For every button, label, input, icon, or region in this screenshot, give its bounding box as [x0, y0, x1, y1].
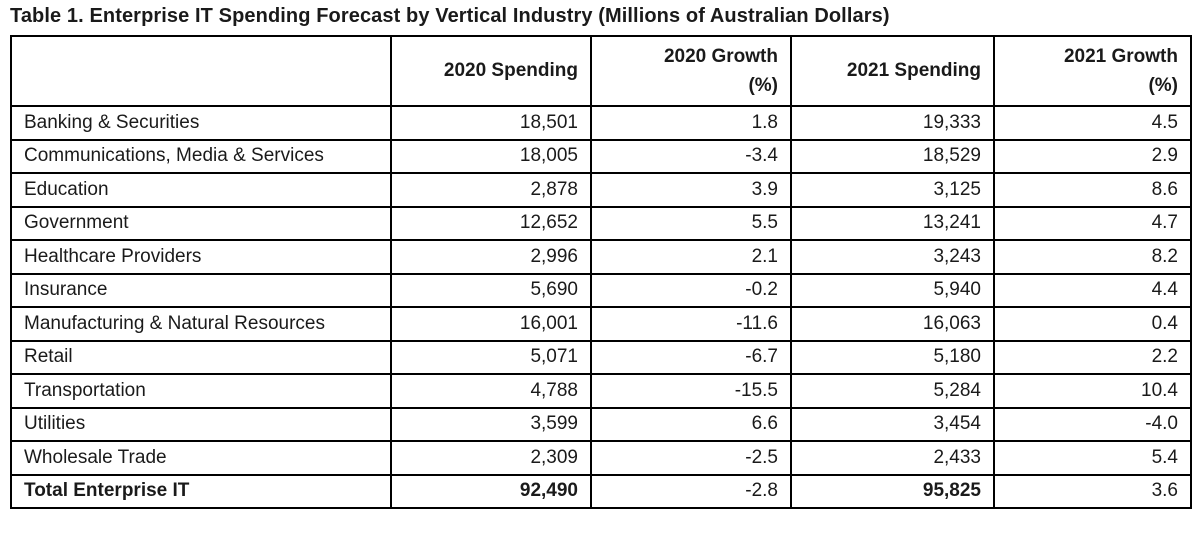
- table-row: Utilities 3,599 6.6 3,454 -4.0: [10, 406, 1192, 442]
- industry-cell: Education: [10, 172, 392, 208]
- table-row: Government 12,652 5.5 13,241 4.7: [10, 205, 1192, 241]
- growth-2021-cell: 8.2: [993, 239, 1192, 275]
- industry-cell: Total Enterprise IT: [10, 473, 392, 509]
- industry-cell: Communications, Media & Services: [10, 138, 392, 174]
- spending-2021-cell: 3,125: [790, 172, 995, 208]
- header-industry: [10, 35, 392, 107]
- spending-2021-cell: 5,284: [790, 373, 995, 409]
- spending-2021-cell: 3,243: [790, 239, 995, 275]
- spending-2021-cell: 2,433: [790, 440, 995, 476]
- table-row: Transportation 4,788 -15.5 5,284 10.4: [10, 373, 1192, 409]
- table-row: Wholesale Trade 2,309 -2.5 2,433 5.4: [10, 440, 1192, 476]
- industry-cell: Banking & Securities: [10, 105, 392, 141]
- growth-2020-cell: -3.4: [590, 138, 792, 174]
- growth-2020-cell: 1.8: [590, 105, 792, 141]
- growth-2021-cell: 10.4: [993, 373, 1192, 409]
- growth-2021-cell: 4.7: [993, 205, 1192, 241]
- growth-2020-cell: 5.5: [590, 205, 792, 241]
- header-row: 2020 Spending 2020 Growth (%) 2021 Spend…: [10, 35, 1192, 107]
- table-row: Education 2,878 3.9 3,125 8.6: [10, 172, 1192, 208]
- growth-2020-cell: 2.1: [590, 239, 792, 275]
- spending-2020-cell: 12,652: [390, 205, 592, 241]
- industry-cell: Manufacturing & Natural Resources: [10, 306, 392, 342]
- growth-2020-cell: -15.5: [590, 373, 792, 409]
- spending-2021-cell: 18,529: [790, 138, 995, 174]
- spending-2020-cell: 4,788: [390, 373, 592, 409]
- spending-2021-cell: 5,940: [790, 272, 995, 308]
- spending-2021-cell: 16,063: [790, 306, 995, 342]
- spending-2020-cell: 18,501: [390, 105, 592, 141]
- industry-cell: Insurance: [10, 272, 392, 308]
- table-header: 2020 Spending 2020 Growth (%) 2021 Spend…: [10, 35, 1192, 107]
- spending-2021-cell: 95,825: [790, 473, 995, 509]
- growth-2021-cell: 0.4: [993, 306, 1192, 342]
- growth-2020-cell: 6.6: [590, 406, 792, 442]
- industry-cell: Wholesale Trade: [10, 440, 392, 476]
- page: Table 1. Enterprise IT Spending Forecast…: [10, 5, 1192, 509]
- header-2020-growth: 2020 Growth (%): [590, 35, 792, 107]
- industry-cell: Transportation: [10, 373, 392, 409]
- spending-2020-cell: 2,309: [390, 440, 592, 476]
- spending-2020-cell: 3,599: [390, 406, 592, 442]
- spending-2020-cell: 5,690: [390, 272, 592, 308]
- table-row: Retail 5,071 -6.7 5,180 2.2: [10, 339, 1192, 375]
- growth-2021-cell: 8.6: [993, 172, 1192, 208]
- spending-2021-cell: 19,333: [790, 105, 995, 141]
- spending-2020-cell: 92,490: [390, 473, 592, 509]
- growth-2021-cell: -4.0: [993, 406, 1192, 442]
- industry-cell: Healthcare Providers: [10, 239, 392, 275]
- spending-2020-cell: 2,878: [390, 172, 592, 208]
- growth-2020-cell: -2.5: [590, 440, 792, 476]
- spending-2020-cell: 18,005: [390, 138, 592, 174]
- spending-2020-cell: 16,001: [390, 306, 592, 342]
- table-title: Table 1. Enterprise IT Spending Forecast…: [10, 5, 890, 27]
- spending-forecast-table: 2020 Spending 2020 Growth (%) 2021 Spend…: [10, 35, 1192, 509]
- table-row: Banking & Securities 18,501 1.8 19,333 4.5: [10, 105, 1192, 141]
- growth-2020-cell: 3.9: [590, 172, 792, 208]
- spending-2020-cell: 5,071: [390, 339, 592, 375]
- industry-cell: Government: [10, 205, 392, 241]
- growth-2021-cell: 2.9: [993, 138, 1192, 174]
- table-row: Healthcare Providers 2,996 2.1 3,243 8.2: [10, 239, 1192, 275]
- spending-2021-cell: 13,241: [790, 205, 995, 241]
- growth-2021-cell: 5.4: [993, 440, 1192, 476]
- header-2020-spending: 2020 Spending: [390, 35, 592, 107]
- growth-2021-cell: 4.4: [993, 272, 1192, 308]
- table-row: Insurance 5,690 -0.2 5,940 4.4: [10, 272, 1192, 308]
- growth-2020-cell: -6.7: [590, 339, 792, 375]
- spending-2021-cell: 5,180: [790, 339, 995, 375]
- header-2021-spending: 2021 Spending: [790, 35, 995, 107]
- table-row: Manufacturing & Natural Resources 16,001-…: [10, 306, 1192, 342]
- industry-cell: Retail: [10, 339, 392, 375]
- total-row: Total Enterprise IT 92,490 -2.8 95,825 3.6: [10, 473, 1192, 509]
- growth-2021-cell: 2.2: [993, 339, 1192, 375]
- growth-2021-cell: 4.5: [993, 105, 1192, 141]
- spending-2020-cell: 2,996: [390, 239, 592, 275]
- growth-2020-cell: -11.6: [590, 306, 792, 342]
- industry-cell: Utilities: [10, 406, 392, 442]
- spending-2021-cell: 3,454: [790, 406, 995, 442]
- header-2021-growth: 2021 Growth (%): [993, 35, 1192, 107]
- growth-2020-cell: -2.8: [590, 473, 792, 509]
- table-body: Banking & Securities 18,501 1.8 19,333 4.5 Co…: [10, 105, 1192, 509]
- growth-2021-cell: 3.6: [993, 473, 1192, 509]
- table-row: Communications, Media & Services 18,005 -3…: [10, 138, 1192, 174]
- growth-2020-cell: -0.2: [590, 272, 792, 308]
